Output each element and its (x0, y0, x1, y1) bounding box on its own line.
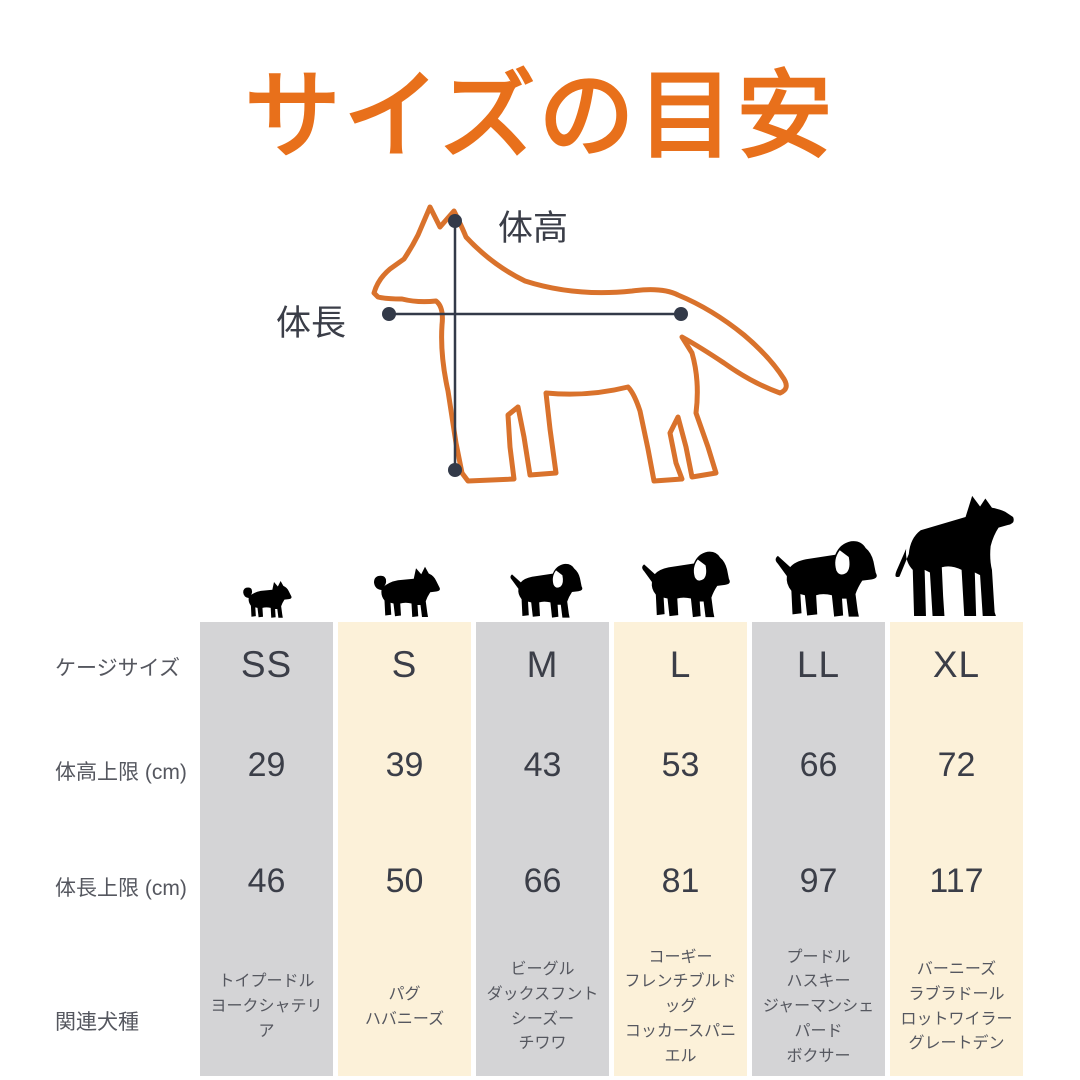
breeds-cell: トイプードル ヨークシャテリア (210, 973, 323, 1040)
size-column-s: S 39 50 パグ ハバニーズ (338, 622, 471, 1076)
size-column-xl: XL 72 117 バーニーズ ラブラドール ロットワイラー グレートデン (890, 622, 1023, 1076)
size-column-l: L 53 81 コーギー フレンチブルドッグ コッカースパニエル (614, 622, 747, 1076)
length-limit-cell: 66 (523, 861, 562, 900)
height-limit-cell: 72 (937, 745, 976, 784)
breeds-cell: ビーグル ダックスフント シーズー チワワ (486, 960, 599, 1053)
dog-icon-l (642, 551, 730, 618)
size-cell: SS (240, 643, 293, 685)
length-limit-cell: 81 (661, 861, 700, 900)
height-limit-cell: 53 (661, 745, 700, 784)
dog-outline-illustration (371, 204, 789, 484)
dog-icon-ss (243, 580, 292, 618)
body-height-measure-line (448, 214, 462, 477)
height-limit-cell: 66 (799, 745, 838, 784)
row-label-cage-size: ケージサイズ (55, 657, 180, 680)
size-cell: M (526, 643, 559, 685)
size-cell: LL (796, 643, 841, 685)
dog-icon-xl (895, 495, 1014, 617)
dog-icon-ll (775, 541, 877, 617)
length-limit-cell: 50 (385, 861, 424, 900)
length-limit-cell: 117 (929, 861, 984, 900)
size-cell: XL (932, 643, 981, 685)
height-limit-cell: 43 (523, 745, 562, 784)
size-column-ll: LL 66 97 プードル ハスキー ジャーマンシェパード ボクサー (752, 622, 885, 1076)
length-limit-cell: 97 (799, 861, 838, 900)
size-column-m: M 43 66 ビーグル ダックスフント シーズー チワワ (476, 622, 609, 1076)
breeds-cell: コーギー フレンチブルドッグ コッカースパニエル (624, 948, 737, 1065)
row-label-related-breeds: 関連犬種 (55, 1011, 139, 1034)
dog-icon-m (510, 563, 583, 618)
length-limit-cell: 46 (247, 861, 286, 900)
breeds-cell: パグ ハバニーズ (364, 985, 445, 1028)
body-length-measure-line (382, 307, 688, 321)
dog-icon-s (374, 566, 440, 617)
row-label-length-limit: 体長上限 (cm) (55, 877, 187, 900)
dog-diagram-canvas (371, 204, 789, 484)
row-label-height-limit: 体高上限 (cm) (55, 761, 187, 784)
height-limit-cell: 29 (247, 745, 286, 784)
dog-measurement-diagram (340, 185, 800, 495)
breeds-cell: バーニーズ ラブラドール ロットワイラー グレートデン (900, 960, 1013, 1053)
size-column-ss: SS 29 46 トイプードル ヨークシャテリア (200, 622, 333, 1076)
body-length-label: 体長 (276, 304, 347, 343)
page-title: サイズの目安 (244, 63, 836, 170)
breeds-cell: プードル ハスキー ジャーマンシェパード ボクサー (762, 948, 875, 1065)
height-limit-cell: 39 (385, 745, 424, 784)
size-cell: S (391, 643, 418, 685)
size-cell: L (669, 643, 692, 685)
body-height-label: 体高 (498, 209, 569, 248)
